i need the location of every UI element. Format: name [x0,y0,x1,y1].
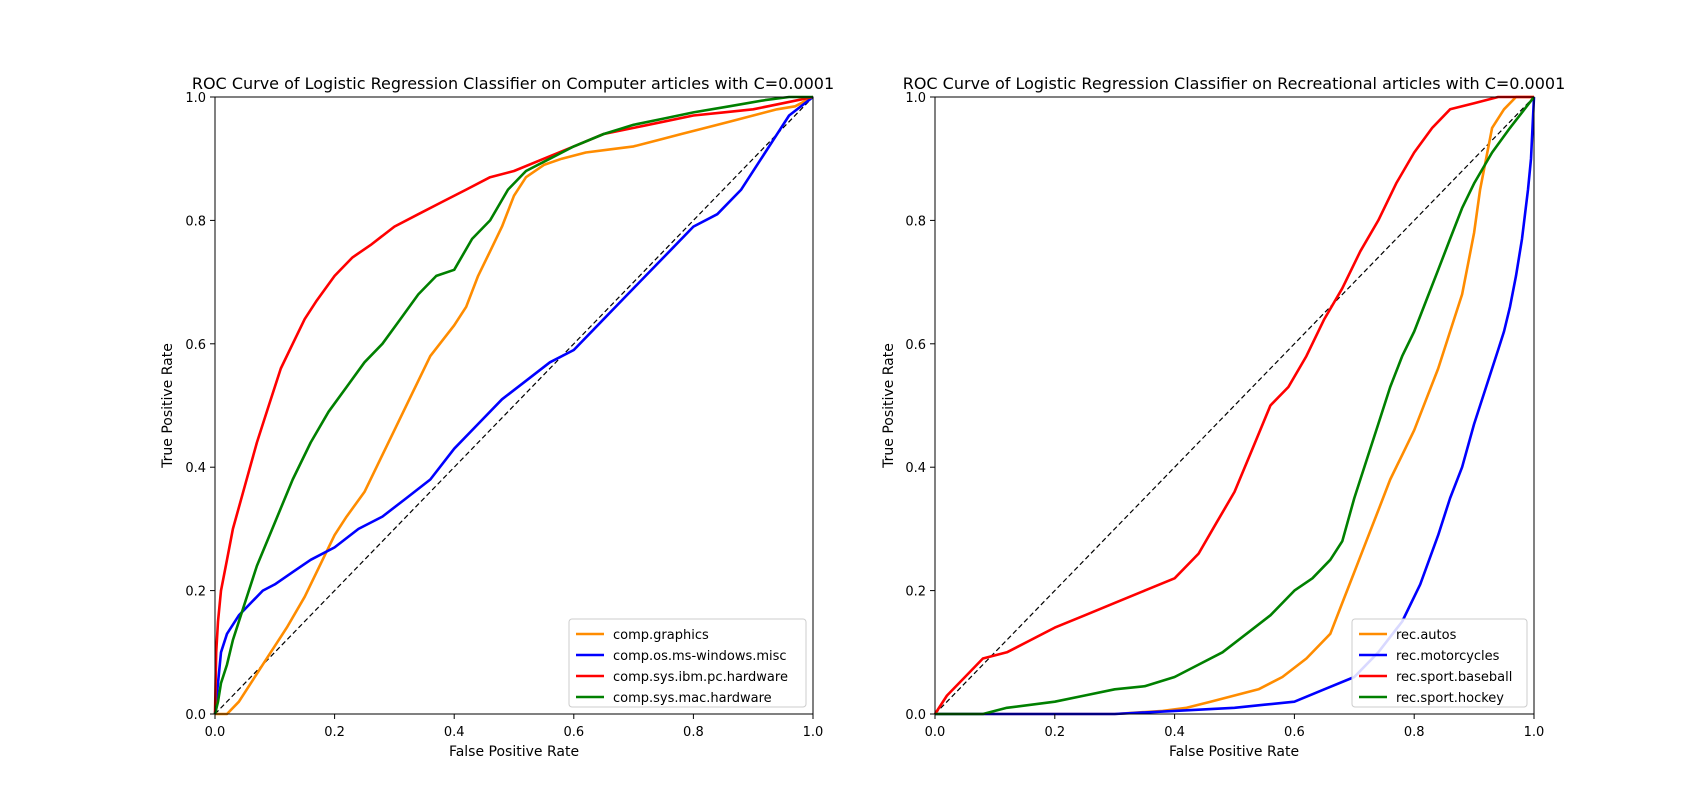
series-line-1 [213,95,814,715]
legend-label-0: comp.graphics [613,628,709,643]
legend-label-1: comp.os.ms-windows.misc [613,649,787,664]
y-tick-label: 0.6 [905,338,926,353]
x-tick-label: 0.8 [683,725,704,740]
y-axis-label: True Positive Rate [160,343,176,469]
series-line-3 [935,96,1536,716]
plot-frame [934,96,1535,715]
ticks: 0.0 0.2 0.4 0.6 0.8 1.0 0.0 0.2 0.4 0.6 0.8 1.0 [185,91,823,740]
diagonal-reference-line [934,96,1535,715]
x-tick-label: 0.0 [925,725,946,740]
legend-label-3: comp.sys.mac.hardware [613,691,772,706]
x-tick-label: 0.2 [1044,725,1065,740]
legend-label-3: rec.sport.hockey [1396,691,1504,706]
y-tick-label: 0.4 [905,461,926,476]
legend: rec.autos rec.motorcycles rec.sport.baseba… [1351,618,1528,708]
x-axis-label: False Positive Rate [1169,744,1299,760]
plot-frame [214,96,814,715]
y-tick-label: 0.2 [185,585,206,600]
x-tick-label: 1.0 [1524,725,1545,740]
legend-box [1351,618,1528,708]
x-tick-label: 0.2 [324,725,345,740]
x-tick-label: 0.8 [1404,725,1425,740]
legend-label-0: rec.autos [1396,628,1457,643]
diagonal-reference-line [214,96,814,715]
legend-label-1: rec.motorcycles [1396,649,1500,664]
series-line-0 [935,95,1534,716]
series-line-1 [935,96,1536,716]
y-tick-label: 1.0 [185,91,206,106]
y-tick-label: 0.2 [905,585,926,600]
series-line-2 [213,95,814,715]
y-tick-label: 1.0 [905,91,926,106]
curves [933,95,1536,716]
y-tick-label: 0.0 [185,708,206,723]
y-tick-label: 0.8 [905,214,926,229]
x-tick-label: 0.4 [444,725,465,740]
legend: comp.graphics comp.os.ms-windows.misc comp… [568,618,807,708]
y-tick-label: 0.0 [905,708,926,723]
y-tick-label: 0.8 [185,214,206,229]
x-tick-label: 1.0 [803,725,824,740]
y-axis-label: True Positive Rate [881,343,897,469]
ticks: 0.0 0.2 0.4 0.6 0.8 1.0 0.0 0.2 0.4 0.6 0.8 1.0 [905,91,1544,740]
x-tick-label: 0.4 [1164,725,1185,740]
legend-label-2: comp.sys.ibm.pc.hardware [613,670,788,685]
chart-title: ROC Curve of Logistic Regression Classif… [903,74,1566,93]
y-tick-label: 0.4 [185,461,206,476]
curves [213,95,814,716]
chart-title: ROC Curve of Logistic Regression Classif… [192,74,834,93]
y-tick-label: 0.6 [185,338,206,353]
x-axis-label: False Positive Rate [449,744,579,760]
legend-box [568,618,807,708]
series-line-3 [213,95,813,715]
series-line-2 [933,95,1534,715]
series-line-0 [215,95,814,716]
x-tick-label: 0.6 [1284,725,1305,740]
chart-computer: ROC Curve of Logistic Regression Classif… [160,74,834,760]
x-tick-label: 0.0 [205,725,226,740]
chart-recreational: ROC Curve of Logistic Regression Classif… [881,74,1565,760]
x-tick-label: 0.6 [563,725,584,740]
legend-label-2: rec.sport.baseball [1396,670,1512,685]
